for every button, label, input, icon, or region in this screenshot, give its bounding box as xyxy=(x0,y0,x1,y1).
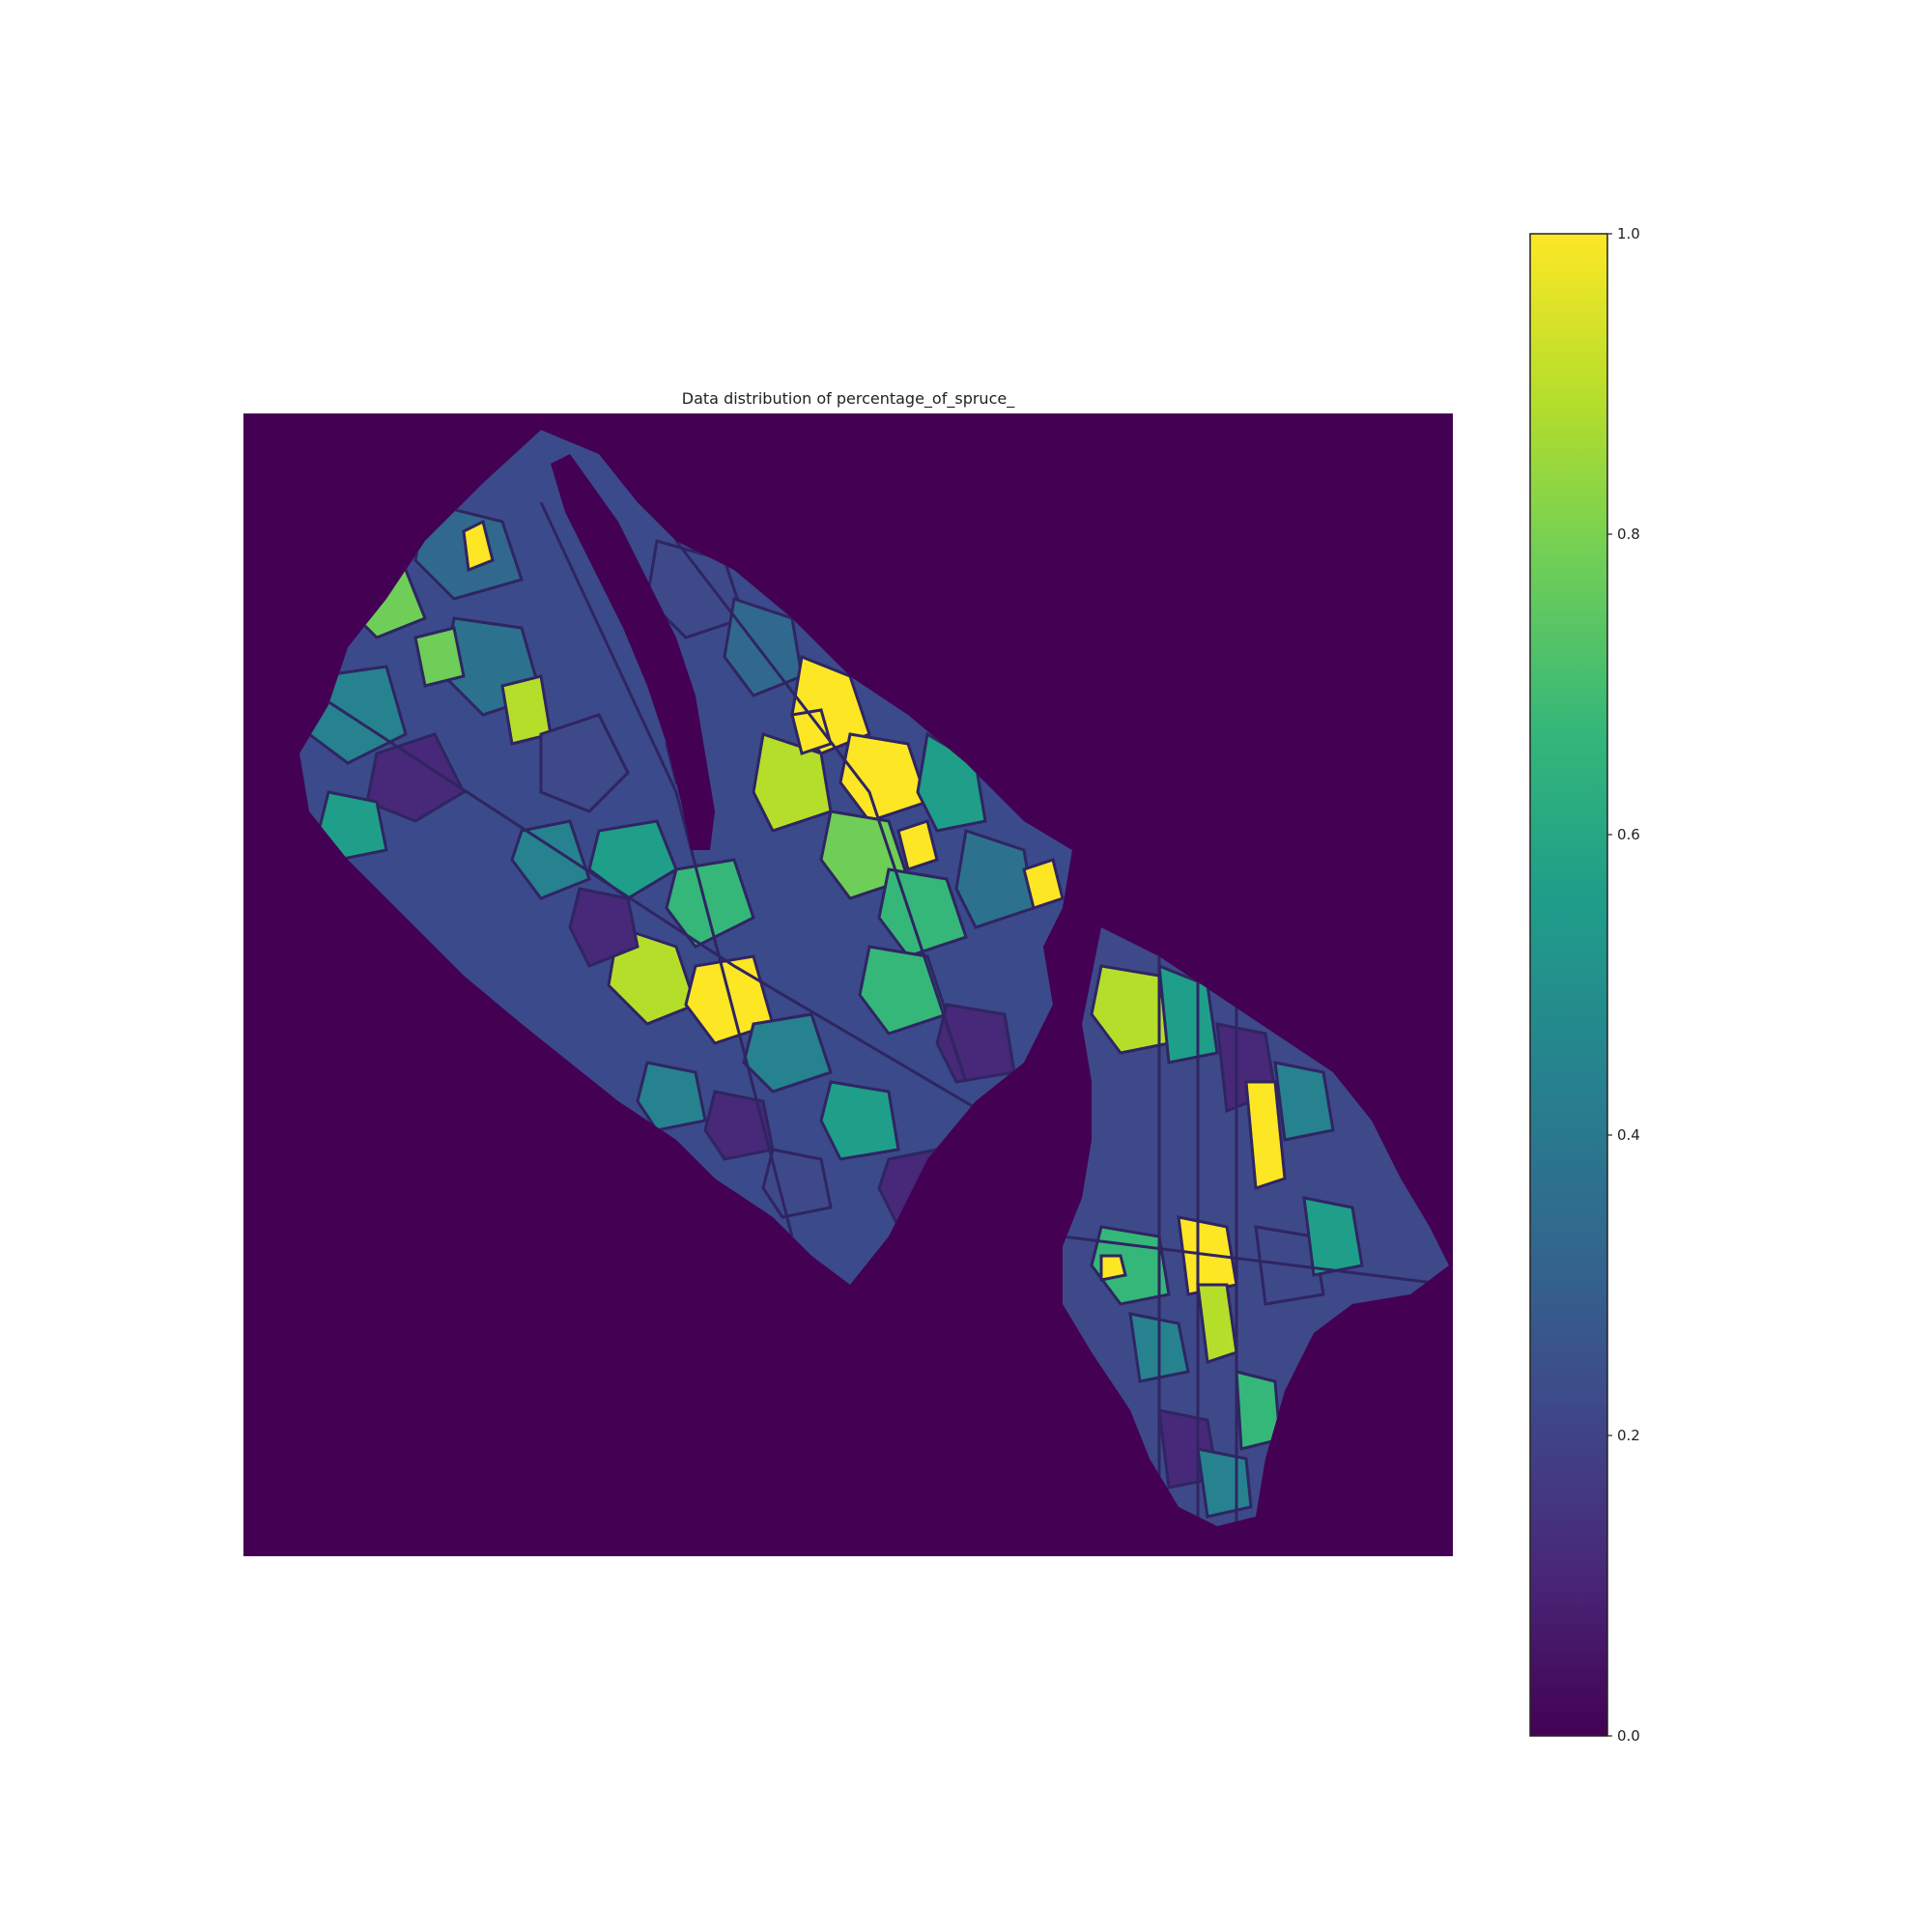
colorbar-tick: 0.8 xyxy=(1607,526,1640,543)
colorbar-tick: 0.6 xyxy=(1607,826,1640,843)
colorbar-tick-label: 0.2 xyxy=(1617,1427,1640,1444)
colorbar-tick: 0.4 xyxy=(1607,1126,1640,1144)
colorbar-tick: 0.0 xyxy=(1607,1727,1640,1745)
river-channel xyxy=(551,454,715,850)
colorbar-tick-label: 0.8 xyxy=(1617,526,1640,543)
colorbar-tick-label: 0.0 xyxy=(1617,1727,1640,1745)
colorbar-tick-label: 1.0 xyxy=(1617,225,1640,242)
map-title: Data distribution of percentage_of_spruc… xyxy=(681,389,1015,408)
colorbar-tick: 1.0 xyxy=(1607,225,1640,242)
forest-region-south xyxy=(1063,927,1449,1526)
colorbar-tick-label: 0.6 xyxy=(1617,826,1640,843)
forest-region-north xyxy=(299,430,1072,1285)
colorbar-tick: 0.2 xyxy=(1607,1427,1640,1444)
colorbar-ticks: 1.0 0.8 0.6 0.4 0.2 0.0 xyxy=(1607,225,1640,1745)
colorbar-tick-label: 0.4 xyxy=(1617,1126,1640,1144)
colorbar xyxy=(1529,233,1608,1737)
